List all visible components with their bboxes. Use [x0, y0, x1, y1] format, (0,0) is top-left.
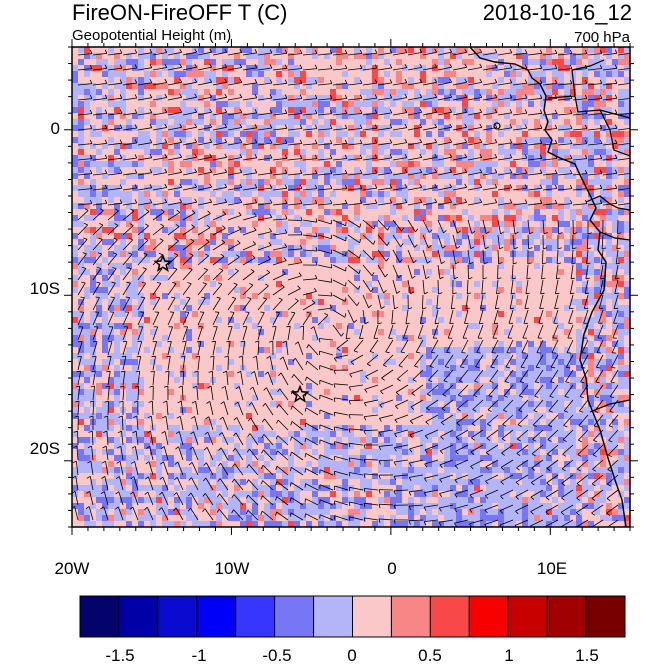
island	[493, 122, 501, 130]
colorbar-swatch	[468, 595, 509, 638]
x-tick-label-10w: 10W	[214, 559, 250, 578]
y-tick-label-20s: 20S	[29, 439, 60, 458]
star-west-marker	[153, 253, 173, 272]
star-center-marker	[290, 384, 310, 403]
colorbar-swatch	[546, 595, 587, 638]
country-border-2	[571, 59, 605, 97]
map-subtitle: Geopotential Height (m)	[72, 27, 232, 44]
colorbar-swatch	[585, 595, 626, 638]
country-border-4	[585, 195, 630, 211]
colorbar-swatch	[313, 595, 354, 638]
colorbar-swatch	[196, 595, 237, 638]
country-border-6	[589, 399, 630, 413]
colorbar-swatch	[157, 595, 198, 638]
colorbar-swatch	[429, 595, 470, 638]
datetime-label: 2018-10-16_12	[482, 0, 632, 25]
colorbar-label: -1.5	[105, 646, 135, 665]
africa-coastline	[469, 47, 627, 527]
colorbar-label: 0.5	[418, 646, 442, 665]
colorbar-swatch	[235, 595, 276, 638]
colorbar-swatch	[79, 595, 120, 638]
plot-frame	[71, 46, 631, 528]
x-tick-label-0: 0	[387, 559, 397, 578]
country-border-1	[547, 95, 630, 119]
y-tick-label-0: 0	[50, 119, 60, 138]
y-tick-label-10s: 10S	[29, 279, 60, 298]
colorbar-swatch	[507, 595, 548, 638]
colorbar-swatch	[352, 595, 392, 638]
x-tick-label-10e: 10E	[536, 559, 568, 578]
colorbar-label: 0	[347, 646, 357, 665]
colorbar-label: 1.5	[575, 646, 599, 665]
axis-ticks	[64, 39, 638, 535]
country-border-3	[599, 109, 630, 157]
colorbar-label: -0.5	[262, 646, 292, 665]
x-tick-label-20w: 20W	[54, 559, 90, 578]
wind-barbs	[72, 48, 630, 527]
map-title: FireON-FireOFF T (C)	[72, 0, 288, 25]
colorbar-swatch	[390, 595, 431, 638]
pressure-level-label: 700 hPa	[574, 29, 630, 46]
colorbar-swatch	[274, 595, 315, 638]
colorbar-label: 1	[504, 646, 514, 665]
colorbar-label: -1	[191, 646, 207, 665]
coastline	[469, 47, 630, 527]
colorbar-swatch	[118, 595, 159, 638]
country-border-5	[599, 231, 630, 241]
colorbar	[79, 595, 626, 638]
